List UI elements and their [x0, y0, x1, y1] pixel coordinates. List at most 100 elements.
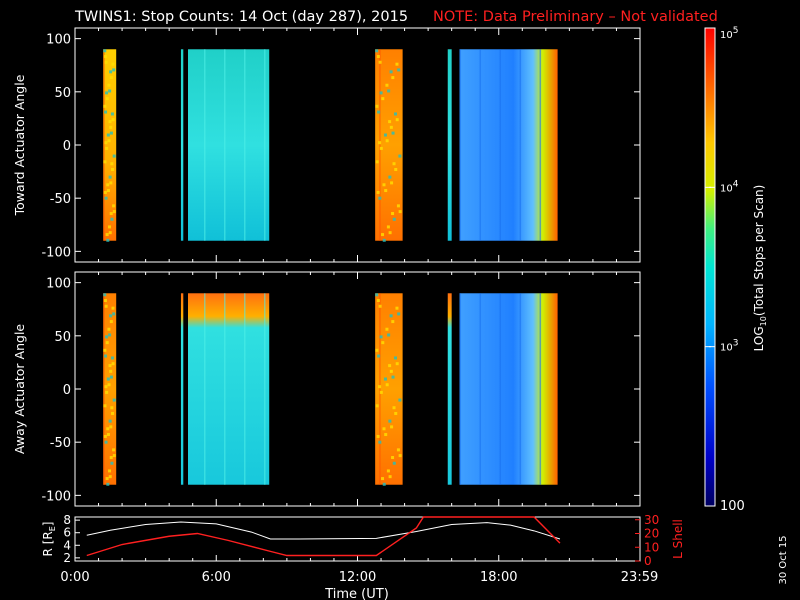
- heatmap-texture: [112, 204, 116, 208]
- away-x-ticks: [74, 272, 641, 506]
- heatmap-texture: [395, 362, 399, 366]
- heatmap-texture: [244, 293, 246, 485]
- colorbar-tick-label: 104: [720, 179, 739, 194]
- heatmap-texture: [112, 68, 116, 72]
- heatmap-texture: [378, 385, 382, 389]
- heatmap-texture: [396, 448, 400, 452]
- heatmap-texture: [394, 411, 398, 415]
- heatmap-texture: [391, 76, 395, 80]
- heatmap-texture: [499, 49, 502, 241]
- heatmap-texture: [106, 427, 110, 431]
- heatmap-texture: [112, 454, 116, 458]
- heatmap-texture: [376, 55, 380, 59]
- heatmap-texture: [106, 377, 110, 381]
- heatmap-texture: [109, 131, 113, 135]
- heatmap-texture: [111, 411, 115, 415]
- heatmap-texture: [103, 104, 107, 108]
- heatmap-texture: [105, 477, 109, 481]
- heatmap-texture: [389, 125, 393, 129]
- heatmap-texture: [499, 293, 502, 485]
- side-date-stamp: 30 Oct 15: [778, 535, 789, 584]
- heatmap-texture: [106, 433, 110, 437]
- heatmap-texture: [389, 70, 393, 74]
- heatmap-segment: [188, 293, 270, 485]
- heatmap-texture: [397, 312, 401, 316]
- heatmap-texture: [389, 369, 393, 373]
- heatmap-texture: [398, 154, 402, 158]
- heatmap-texture: [378, 440, 382, 444]
- heatmap-texture: [391, 375, 395, 379]
- away-actuator-panel: 100 50 0 -50 -100 Away Actuator Angle: [12, 271, 641, 507]
- heatmap-texture: [396, 204, 400, 208]
- heatmap-texture: [384, 189, 388, 193]
- heatmap-texture: [539, 293, 542, 485]
- heatmap-texture: [109, 375, 113, 379]
- radius-axis-label: R [RE]: [41, 522, 57, 557]
- heatmap-texture: [459, 293, 462, 485]
- colorbar-tick-label: 103: [720, 339, 738, 354]
- heatmap-texture: [378, 141, 382, 145]
- heatmap-texture: [103, 434, 107, 438]
- y-tick-label: 100: [46, 33, 71, 48]
- heatmap-texture: [375, 404, 379, 408]
- y-tick-label: -50: [50, 192, 71, 207]
- heatmap-texture: [103, 293, 105, 485]
- heatmap-texture: [479, 49, 482, 241]
- heatmap-segment: [180, 293, 184, 485]
- heatmap-texture: [389, 314, 393, 318]
- heatmap-texture: [109, 70, 113, 74]
- heatmap-texture: [382, 427, 386, 431]
- heatmap-texture: [386, 225, 390, 229]
- heatmap-segment: [459, 293, 558, 485]
- heatmap-texture: [108, 475, 112, 479]
- heatmap-texture: [375, 104, 379, 108]
- heatmap-texture: [112, 210, 116, 214]
- heatmap-texture: [459, 49, 462, 241]
- heatmap-texture: [109, 314, 113, 318]
- heatmap-texture: [388, 419, 392, 423]
- heatmap-texture: [385, 139, 389, 143]
- heatmap-texture: [539, 49, 542, 241]
- heatmap-texture: [387, 89, 391, 93]
- heatmap-texture: [388, 120, 392, 124]
- heatmap-texture: [107, 383, 111, 387]
- radius-tick-label: 4: [63, 538, 71, 552]
- heatmap-texture: [112, 448, 116, 452]
- heatmap-segment: [188, 49, 270, 241]
- heatmap-texture: [224, 293, 226, 485]
- heatmap-texture: [382, 238, 386, 242]
- heatmap-texture: [398, 454, 402, 458]
- heatmap-texture: [104, 354, 108, 358]
- heatmap-texture: [108, 364, 112, 368]
- heatmap-texture: [388, 475, 392, 479]
- y-tick-label: 50: [54, 86, 71, 101]
- heatmap-texture: [109, 76, 113, 80]
- heatmap-texture: [395, 62, 399, 66]
- heatmap-texture: [376, 190, 380, 194]
- heatmap-texture: [390, 425, 394, 429]
- heatmap-texture: [110, 461, 114, 465]
- time-tick-label: 18:00: [480, 570, 517, 585]
- heatmap-texture: [104, 196, 108, 200]
- heatmap-texture: [108, 225, 112, 229]
- heatmap-texture: [107, 83, 111, 87]
- heatmap-texture: [105, 341, 109, 345]
- heatmap-texture: [375, 293, 379, 297]
- heatmap-texture: [112, 154, 116, 158]
- heatmap-texture: [392, 461, 396, 465]
- heatmap-texture: [381, 477, 385, 481]
- lshell-series-line: [86, 516, 561, 557]
- heatmap-texture: [107, 327, 111, 331]
- heatmap-texture: [388, 231, 392, 235]
- heatmap-texture: [392, 217, 396, 221]
- heatmap-texture: [103, 49, 107, 53]
- away-y-ticks: 100 50 0 -50 -100: [41, 277, 640, 504]
- heatmap-texture: [390, 181, 394, 185]
- heatmap-texture: [111, 118, 115, 122]
- heatmap-texture: [106, 133, 110, 137]
- heatmap-texture: [264, 293, 266, 485]
- y-tick-label: 0: [63, 139, 71, 154]
- heatmap-texture: [398, 398, 402, 402]
- heatmap-texture: [109, 425, 113, 429]
